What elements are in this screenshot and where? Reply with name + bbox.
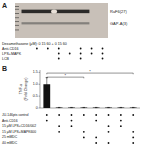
gel xyxy=(15,3,108,38)
significance-label: * xyxy=(65,73,67,78)
bar xyxy=(80,107,87,108)
panel-letter: A xyxy=(2,2,7,9)
condition-label: Anti-CD16 xyxy=(2,119,18,123)
figure: A RaF6(27) GAP-A(3) Dexamethasone (μM): 0 1… xyxy=(0,0,150,148)
ladder-tick xyxy=(15,13,19,14)
y-tick-label: 1.0 xyxy=(33,82,38,86)
row-dot xyxy=(36,48,38,50)
condition-dot xyxy=(58,114,60,116)
condition-label: JU-146pts control xyxy=(2,113,29,117)
condition-label: 40 mMDC xyxy=(2,141,18,145)
condition-dot xyxy=(71,114,73,116)
condition-dot xyxy=(108,114,110,116)
condition-dot xyxy=(120,120,122,122)
row-dot xyxy=(91,48,93,50)
condition-dot xyxy=(108,125,110,127)
bar xyxy=(56,107,63,108)
ladder-tick xyxy=(15,9,19,10)
gel-spot xyxy=(51,9,57,13)
row-label: LCB xyxy=(2,57,10,61)
condition-dot xyxy=(95,142,97,144)
row-dot xyxy=(80,48,82,50)
condition-dot xyxy=(120,125,122,127)
condition-dot xyxy=(132,131,134,133)
condition-dot xyxy=(71,125,73,127)
gel-band xyxy=(22,10,90,14)
condition-dot xyxy=(46,114,48,116)
row-label: Dexamethasone (μM): 0 15 60 + 0 15 60 xyxy=(2,42,67,46)
row-dot xyxy=(91,53,93,55)
ladder-tick xyxy=(15,6,19,7)
row-dot xyxy=(102,58,104,60)
condition-dot xyxy=(58,125,60,127)
bar xyxy=(68,107,75,108)
row-dot xyxy=(80,53,82,55)
y-tick-label: 0.5 xyxy=(33,94,38,98)
y-tick-label: 1.5 xyxy=(33,70,38,74)
condition-dot xyxy=(132,142,134,144)
condition-label: 15 μM LPS+CD16/002 xyxy=(2,124,36,128)
row-label: LPS+MAPK xyxy=(2,52,22,56)
ladder-tick xyxy=(15,21,19,22)
condition-label: 25 mMDC xyxy=(2,135,18,139)
gel-band xyxy=(22,22,90,24)
gel-annotation: RaF6(27) xyxy=(110,9,128,14)
row-dot xyxy=(58,48,60,50)
row-dot xyxy=(102,53,104,55)
condition-dot xyxy=(132,137,134,139)
y-tick xyxy=(39,96,41,97)
significance-label: * xyxy=(89,69,91,74)
row-dot xyxy=(80,58,82,60)
condition-dot xyxy=(108,142,110,144)
row-label: Anti-CD16 xyxy=(2,47,19,51)
row-dot xyxy=(47,48,49,50)
y-tick xyxy=(39,84,41,85)
condition-dot xyxy=(95,114,97,116)
ladder-tick xyxy=(15,25,19,26)
condition-dot xyxy=(120,114,122,116)
bar xyxy=(93,107,100,108)
row-dot xyxy=(102,48,104,50)
condition-dot xyxy=(58,131,60,133)
row-dot xyxy=(58,58,60,60)
gel-annotation: GAP-A(3) xyxy=(110,21,128,26)
panel-letter: B xyxy=(2,65,7,72)
condition-dot xyxy=(83,137,85,139)
condition-label: 15 μM LPS+MAPK600 xyxy=(2,130,36,134)
condition-dot xyxy=(95,120,97,122)
row-dot xyxy=(58,53,60,55)
condition-dot xyxy=(46,120,48,122)
bar xyxy=(130,107,137,108)
condition-dot xyxy=(83,114,85,116)
condition-dot xyxy=(83,131,85,133)
y-axis-line xyxy=(40,70,41,108)
row-dot xyxy=(69,53,71,55)
ladder-tick xyxy=(15,29,19,30)
error-bar xyxy=(46,78,48,91)
condition-dot xyxy=(95,137,97,139)
y-axis-label: TNF-α(Fold Change) xyxy=(19,78,28,101)
condition-dot xyxy=(71,120,73,122)
y-tick xyxy=(39,108,41,109)
y-tick xyxy=(39,72,41,73)
ladder-tick xyxy=(15,17,19,18)
bar xyxy=(105,107,112,108)
x-axis-line xyxy=(40,108,140,109)
y-tick-label: 0 xyxy=(36,106,38,110)
condition-dot xyxy=(132,114,134,116)
bar xyxy=(117,107,124,108)
condition-dot xyxy=(108,131,110,133)
